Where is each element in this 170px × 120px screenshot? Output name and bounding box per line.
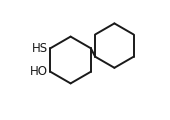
Text: HS: HS bbox=[32, 42, 48, 55]
Text: HO: HO bbox=[30, 65, 48, 78]
